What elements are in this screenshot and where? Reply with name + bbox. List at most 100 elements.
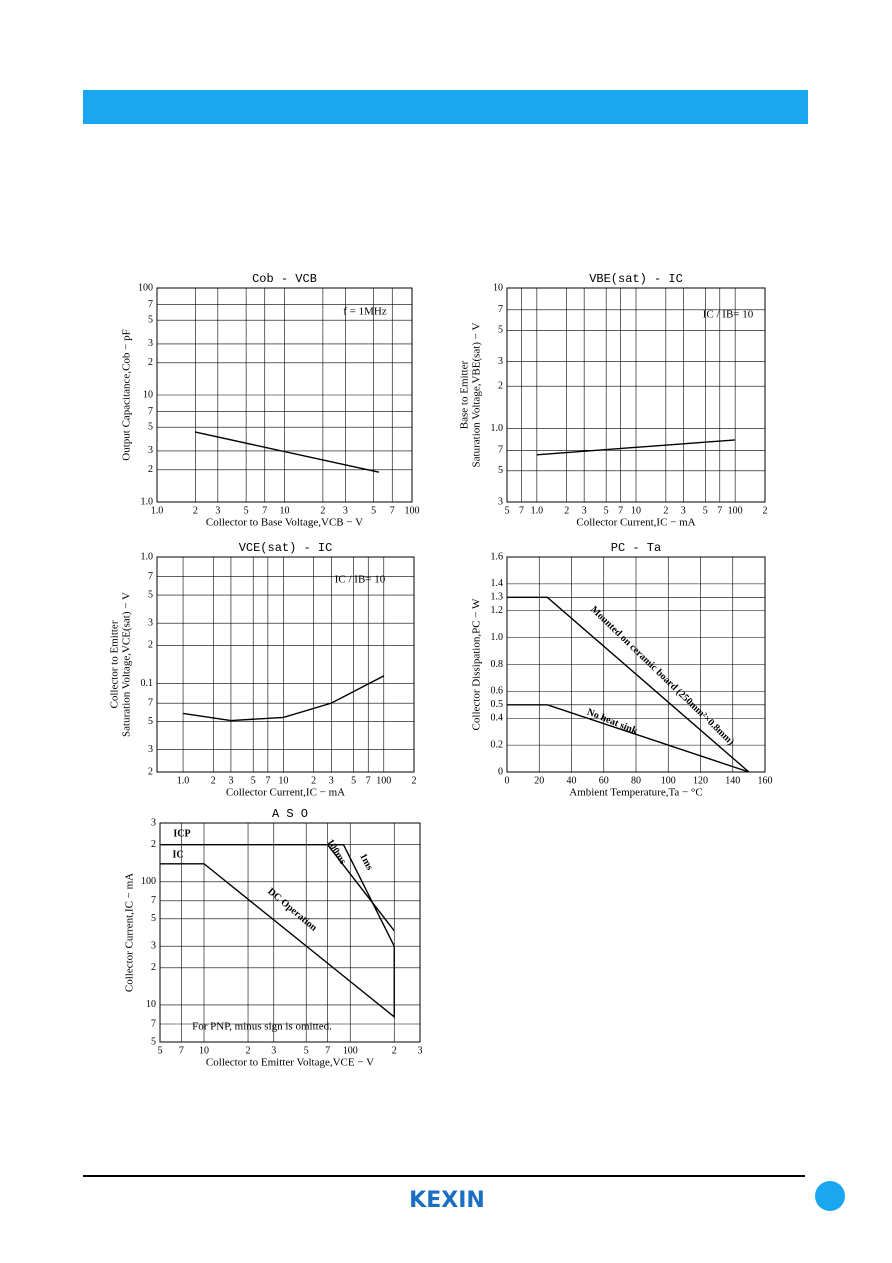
y-tick-label: 2 xyxy=(498,381,503,392)
y-tick-label: 10 xyxy=(493,282,503,293)
x-tick-label: 2 xyxy=(246,1045,251,1056)
x-tick-label: 2 xyxy=(412,775,417,786)
annotation: f = 1MHz xyxy=(343,306,387,318)
y-tick-label: 2 xyxy=(148,766,153,777)
y-tick-label: 5 xyxy=(148,422,153,433)
y-tick-label: 2 xyxy=(148,464,153,475)
y-tick-label: 2 xyxy=(151,839,156,850)
page-badge xyxy=(815,1181,845,1211)
chart-title: PC - Ta xyxy=(611,541,661,555)
y-axis-label: Base to Emitter xyxy=(459,360,471,429)
x-tick-label: 7 xyxy=(366,775,371,786)
x-axis-label: Collector Current,IC − mA xyxy=(576,517,695,529)
x-tick-label: 3 xyxy=(329,775,334,786)
y-tick-label: 0.5 xyxy=(491,699,504,710)
y-tick-label: 100 xyxy=(138,282,153,293)
x-tick-label: 2 xyxy=(311,775,316,786)
x-tick-label: 7 xyxy=(519,505,524,516)
y-tick-label: 3 xyxy=(148,338,153,349)
y-tick-label: 10 xyxy=(146,999,156,1010)
y-tick-label: 5 xyxy=(498,325,503,336)
plot-frame xyxy=(156,556,415,773)
y-tick-label: 1.2 xyxy=(491,605,504,616)
y-axis-label: Collector Dissipation,PC − W xyxy=(471,598,483,731)
x-tick-label: 100 xyxy=(376,775,391,786)
chart-title: A S O xyxy=(272,807,308,821)
y-tick-label: 3 xyxy=(148,744,153,755)
x-tick-label: 7 xyxy=(717,505,722,516)
y-tick-label: 7 xyxy=(148,406,153,417)
x-tick-label: 100 xyxy=(343,1045,358,1056)
y-tick-label: 0 xyxy=(498,766,503,777)
x-tick-label: 3 xyxy=(343,505,348,516)
x-tick-label: 2 xyxy=(564,505,569,516)
annotation: IC / IB= 10 xyxy=(703,309,754,321)
x-tick-label: 5 xyxy=(371,505,376,516)
x-tick-label: 5 xyxy=(251,775,256,786)
x-tick-label: 1.0 xyxy=(151,505,164,516)
x-tick-label: 10 xyxy=(199,1045,209,1056)
data-line xyxy=(342,844,395,947)
x-tick-label: 2 xyxy=(392,1045,397,1056)
y-tick-label: 2 xyxy=(151,962,156,973)
x-tick-label: 3 xyxy=(215,505,220,516)
x-axis-label: Collector to Base Voltage,VCB − V xyxy=(206,517,363,529)
chart-title: Cob - VCB xyxy=(252,272,317,286)
x-tick-label: 2 xyxy=(763,505,768,516)
y-tick-label: 2 xyxy=(148,357,153,368)
x-tick-label: 60 xyxy=(599,775,609,786)
x-tick-label: 7 xyxy=(179,1045,184,1056)
x-tick-label: 160 xyxy=(758,775,773,786)
x-tick-label: 140 xyxy=(725,775,740,786)
chart-title: VCE(sat) - IC xyxy=(239,541,333,555)
y-tick-label: 1.6 xyxy=(491,551,504,562)
y-tick-label: 1.0 xyxy=(141,496,154,507)
y-tick-label: 7 xyxy=(151,895,156,906)
y-tick-label: 1.0 xyxy=(141,551,154,562)
chart-title: VBE(sat) - IC xyxy=(589,272,683,286)
series-label: 1ms xyxy=(357,852,375,872)
x-tick-label: 5 xyxy=(304,1045,309,1056)
x-tick-label: 10 xyxy=(278,775,288,786)
y-tick-label: 5 xyxy=(148,315,153,326)
y-tick-label: 5 xyxy=(151,913,156,924)
y-tick-label: 0.4 xyxy=(491,713,504,724)
x-tick-label: 10 xyxy=(280,505,290,516)
y-tick-label: 0.8 xyxy=(491,659,504,670)
series-label: ICP xyxy=(173,828,190,839)
x-tick-label: 2 xyxy=(663,505,668,516)
y-axis-label: Saturation Voltage,VCE(sat) − V xyxy=(121,592,133,737)
y-tick-label: 10 xyxy=(143,389,153,400)
x-tick-label: 3 xyxy=(228,775,233,786)
y-tick-label: 5 xyxy=(498,465,503,476)
y-tick-label: 3 xyxy=(151,817,156,828)
y-tick-label: 1.3 xyxy=(491,592,504,603)
annotation: IC / IB= 10 xyxy=(335,574,386,586)
y-tick-label: 5 xyxy=(148,716,153,727)
footer-logo: KEXIN xyxy=(409,1188,485,1213)
x-axis-label: Collector Current,IC − mA xyxy=(226,787,345,799)
x-tick-label: 100 xyxy=(405,505,420,516)
y-tick-label: 1.0 xyxy=(491,423,504,434)
data-line xyxy=(327,844,395,932)
x-tick-label: 5 xyxy=(505,505,510,516)
data-line xyxy=(195,431,380,473)
x-tick-label: 10 xyxy=(631,505,641,516)
annotation: For PNP, minus sign is omitted. xyxy=(192,1021,332,1033)
y-axis-label: Collector Current,IC − mA xyxy=(124,873,136,992)
y-axis-label: Collector to Emitter xyxy=(109,620,121,708)
x-tick-label: 5 xyxy=(244,505,249,516)
y-tick-label: 7 xyxy=(148,571,153,582)
x-tick-label: 7 xyxy=(390,505,395,516)
x-axis-label: Ambient Temperature,Ta − °C xyxy=(569,787,703,799)
y-tick-label: 1.0 xyxy=(491,632,504,643)
x-tick-label: 80 xyxy=(631,775,641,786)
y-axis-label: Saturation Voltage,VBE(sat) − V xyxy=(471,322,483,467)
x-tick-label: 5 xyxy=(604,505,609,516)
y-tick-label: 7 xyxy=(151,1018,156,1029)
y-tick-label: 0.1 xyxy=(141,678,154,689)
x-tick-label: 7 xyxy=(618,505,623,516)
x-tick-label: 5 xyxy=(351,775,356,786)
data-line xyxy=(507,596,750,773)
